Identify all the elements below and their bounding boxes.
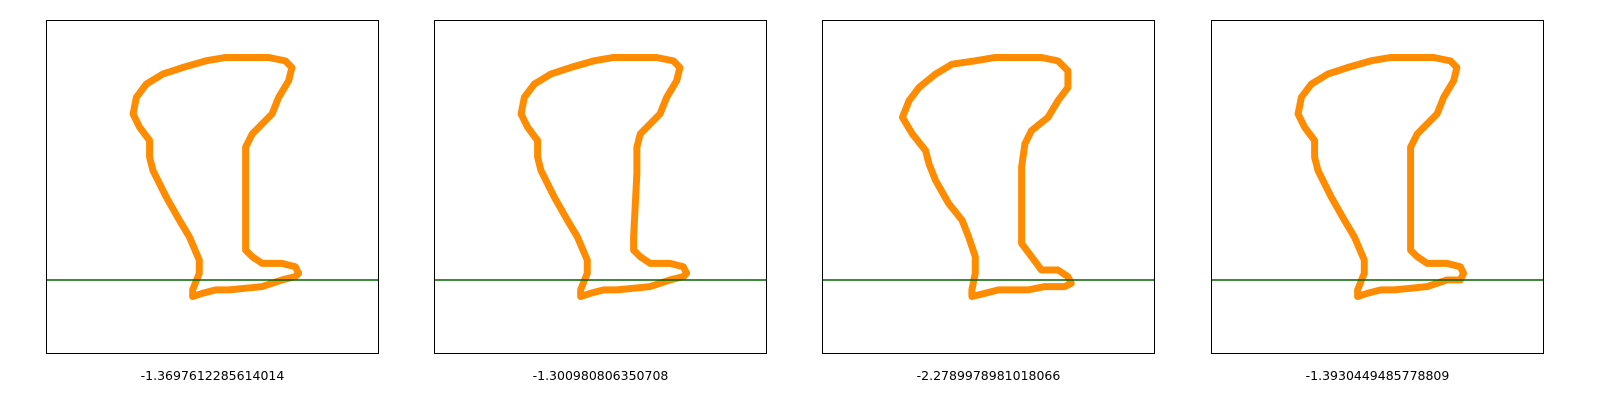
shape-contour (1294, 54, 1468, 301)
plot-svg-4 (1212, 54, 1543, 301)
plot-svg-3 (823, 54, 1154, 301)
plot-panel-4 (1211, 20, 1544, 354)
shape-contour (898, 54, 1075, 301)
panel-caption-1: -1.3697612285614014 (140, 368, 285, 383)
shape-contour (517, 54, 691, 301)
panel-caption-4: -1.3930449485778809 (1305, 368, 1450, 383)
plot-panel-3 (822, 20, 1155, 354)
plot-panel-2 (434, 20, 767, 354)
plot-svg-2 (435, 54, 766, 301)
shape-contour (129, 54, 303, 301)
plot-panel-1 (46, 20, 379, 354)
plot-svg-1 (47, 54, 378, 301)
panel-caption-3: -2.2789978981018066 (916, 368, 1061, 383)
panel-caption-2: -1.300980806350708 (532, 368, 669, 383)
